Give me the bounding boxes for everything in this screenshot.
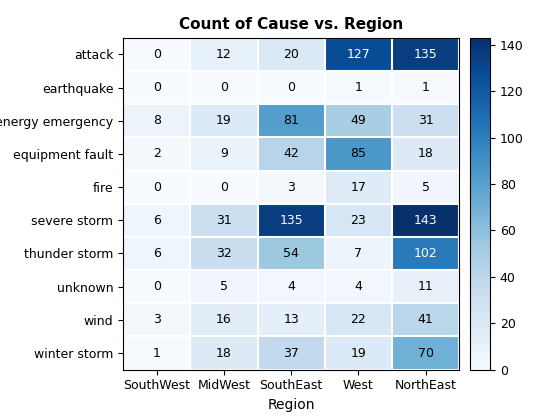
Text: 17: 17 bbox=[351, 181, 366, 194]
Text: 0: 0 bbox=[220, 81, 228, 94]
Text: 70: 70 bbox=[418, 346, 433, 360]
Text: 6: 6 bbox=[153, 214, 161, 227]
Text: 54: 54 bbox=[283, 247, 299, 260]
Text: 2: 2 bbox=[153, 147, 161, 160]
Text: 127: 127 bbox=[347, 48, 370, 61]
Text: 9: 9 bbox=[220, 147, 228, 160]
Text: 0: 0 bbox=[220, 181, 228, 194]
Text: 4: 4 bbox=[287, 280, 295, 293]
Text: 11: 11 bbox=[418, 280, 433, 293]
Text: 16: 16 bbox=[216, 313, 232, 326]
Text: 0: 0 bbox=[287, 81, 295, 94]
Text: 0: 0 bbox=[153, 81, 161, 94]
Text: 49: 49 bbox=[351, 114, 366, 127]
Text: 135: 135 bbox=[279, 214, 303, 227]
Text: 18: 18 bbox=[216, 346, 232, 360]
Text: 6: 6 bbox=[153, 247, 161, 260]
Text: 1: 1 bbox=[422, 81, 430, 94]
Text: 5: 5 bbox=[220, 280, 228, 293]
Text: 81: 81 bbox=[283, 114, 299, 127]
Text: 23: 23 bbox=[351, 214, 366, 227]
Text: 5: 5 bbox=[422, 181, 430, 194]
Text: 12: 12 bbox=[216, 48, 232, 61]
Text: 41: 41 bbox=[418, 313, 433, 326]
Text: 42: 42 bbox=[283, 147, 299, 160]
Text: 0: 0 bbox=[153, 280, 161, 293]
Text: 8: 8 bbox=[153, 114, 161, 127]
Text: 3: 3 bbox=[153, 313, 161, 326]
Text: 37: 37 bbox=[283, 346, 299, 360]
Text: 3: 3 bbox=[287, 181, 295, 194]
Text: 85: 85 bbox=[351, 147, 366, 160]
Text: 31: 31 bbox=[418, 114, 433, 127]
Text: 19: 19 bbox=[351, 346, 366, 360]
Text: 1: 1 bbox=[153, 346, 161, 360]
Text: 4: 4 bbox=[354, 280, 362, 293]
Text: 135: 135 bbox=[414, 48, 437, 61]
X-axis label: Region: Region bbox=[268, 398, 315, 412]
Text: 0: 0 bbox=[153, 181, 161, 194]
Text: 0: 0 bbox=[153, 48, 161, 61]
Text: 1: 1 bbox=[354, 81, 362, 94]
Text: 19: 19 bbox=[216, 114, 232, 127]
Title: Count of Cause vs. Region: Count of Cause vs. Region bbox=[179, 18, 403, 32]
Text: 32: 32 bbox=[216, 247, 232, 260]
Text: 143: 143 bbox=[414, 214, 437, 227]
Text: 102: 102 bbox=[414, 247, 437, 260]
Text: 22: 22 bbox=[351, 313, 366, 326]
Text: 31: 31 bbox=[216, 214, 232, 227]
Text: 20: 20 bbox=[283, 48, 299, 61]
Text: 7: 7 bbox=[354, 247, 362, 260]
Text: 13: 13 bbox=[283, 313, 299, 326]
Text: 18: 18 bbox=[418, 147, 433, 160]
